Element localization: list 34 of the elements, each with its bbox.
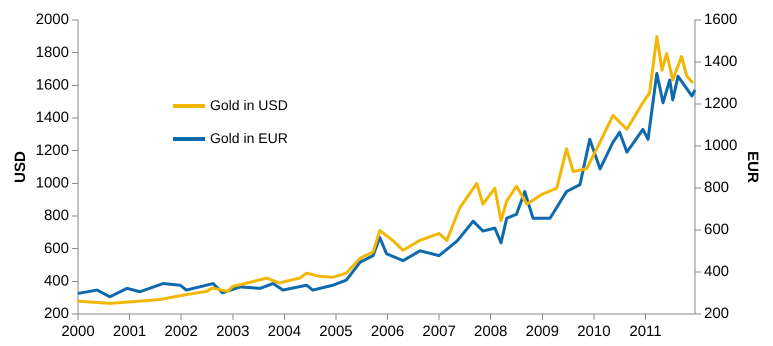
y-tick-label: 1800 xyxy=(36,44,69,61)
y2-tick-label: 400 xyxy=(704,263,730,280)
x-tick-label: 2006 xyxy=(370,323,404,340)
legend-label: Gold in USD xyxy=(210,96,288,113)
x-tick-label: 2011 xyxy=(629,323,662,340)
x-tick-label: 2009 xyxy=(526,323,559,340)
y2-tick-label: 800 xyxy=(704,179,730,196)
y2-axis-title: EUR xyxy=(744,151,761,183)
y-tick-label: 1600 xyxy=(36,76,69,94)
y-tick-label: 1400 xyxy=(36,109,69,126)
y-tick-label: 1000 xyxy=(36,174,69,192)
x-tick-label: 2008 xyxy=(474,323,508,340)
x-tick-label: 2010 xyxy=(577,323,611,340)
y2-tick-label: 1000 xyxy=(704,137,738,154)
y-tick-label: 2000 xyxy=(36,11,69,28)
x-tick-label: 2001 xyxy=(112,323,146,340)
y-tick-label: 600 xyxy=(44,240,69,257)
x-tick-label: 2002 xyxy=(164,323,198,340)
y-tick-label: 800 xyxy=(44,207,69,224)
y2-tick-label: 200 xyxy=(704,305,730,322)
y-axis-title: USD xyxy=(12,151,30,183)
x-tick-label: 2005 xyxy=(319,323,353,340)
legend-label: Gold in EUR xyxy=(210,130,288,146)
y-tick-label: 1200 xyxy=(36,142,69,159)
x-tick-label: 2007 xyxy=(422,323,456,340)
y2-tick-label: 600 xyxy=(704,221,730,238)
y-tick-label: 400 xyxy=(44,272,69,290)
x-tick-label: 2004 xyxy=(268,323,302,340)
y2-tick-label: 1600 xyxy=(704,11,738,28)
y-tick-label: 200 xyxy=(44,305,69,322)
x-tick-label: 2000 xyxy=(61,323,95,340)
x-tick-label: 2003 xyxy=(216,323,250,340)
y2-tick-label: 1200 xyxy=(704,95,738,112)
y2-tick-label: 1400 xyxy=(704,53,738,70)
